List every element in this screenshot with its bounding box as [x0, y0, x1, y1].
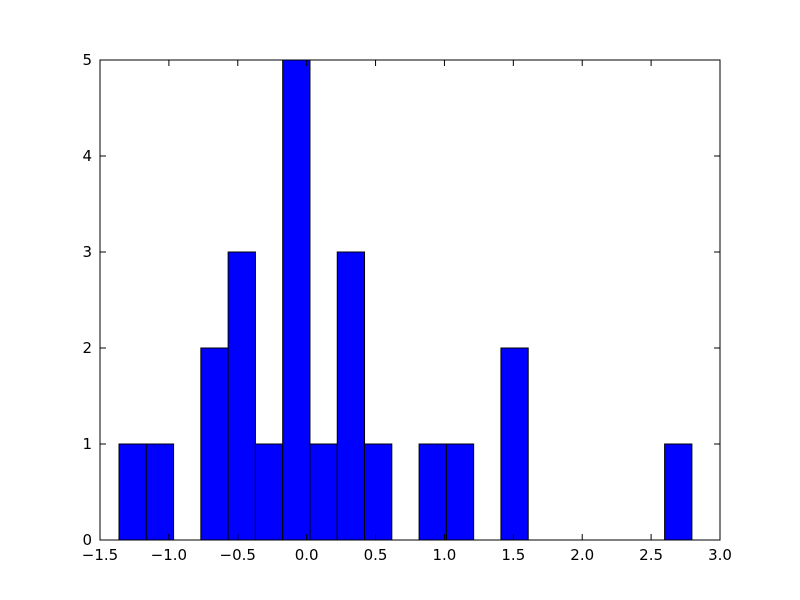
x-tick-label: 3.0	[708, 546, 732, 564]
y-tick-label: 4	[82, 147, 92, 165]
bar	[336, 251, 366, 541]
bar	[500, 347, 529, 541]
x-tick-label: 0.0	[295, 546, 319, 564]
bar	[282, 59, 311, 541]
y-tick-label: 0	[82, 531, 92, 549]
bar	[664, 443, 693, 541]
bar	[364, 443, 393, 541]
x-tick-label: −1.0	[151, 546, 187, 564]
y-tick-label: 1	[82, 435, 92, 453]
bar	[200, 347, 229, 541]
x-tick-label: 2.0	[570, 546, 594, 564]
bar	[145, 443, 175, 541]
x-tick-label: 1.5	[501, 546, 525, 564]
bar	[118, 443, 147, 541]
y-tick-label: 2	[82, 339, 92, 357]
plot-frame	[99, 59, 721, 541]
x-tick-label: −1.5	[82, 546, 118, 564]
x-tick-label: 2.5	[639, 546, 663, 564]
bar	[445, 443, 475, 541]
bar	[227, 251, 256, 541]
bar	[254, 443, 284, 541]
x-tick-label: 1.0	[433, 546, 457, 564]
y-tick-label: 3	[82, 243, 92, 261]
x-tick-label: 0.5	[364, 546, 388, 564]
y-tick-label: 5	[82, 51, 92, 69]
bar	[418, 443, 447, 541]
bar	[309, 443, 338, 541]
x-tick-label: −0.5	[220, 546, 256, 564]
